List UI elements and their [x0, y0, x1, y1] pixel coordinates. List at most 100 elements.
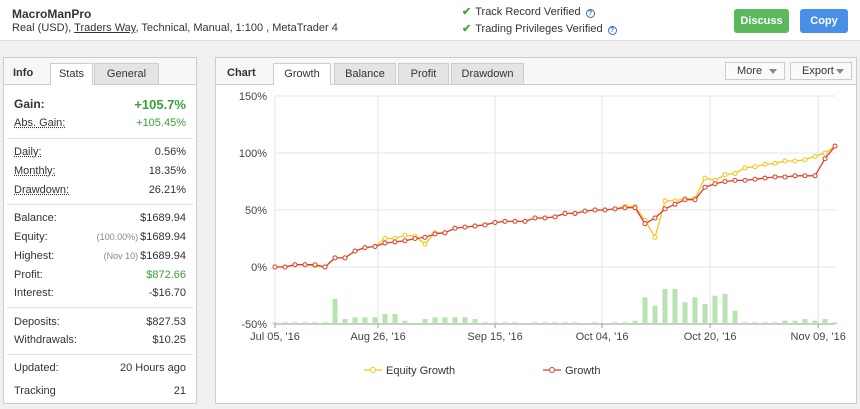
growth-point: [432, 231, 438, 237]
monthly-value: 18.35%: [148, 165, 186, 177]
daily-value: 0.56%: [154, 146, 186, 158]
growth-point: [502, 218, 508, 224]
divider: [7, 307, 193, 308]
growth-point: [362, 245, 368, 251]
highest-date: (Nov 10): [103, 251, 139, 261]
growth-point: [622, 205, 628, 211]
more-dropdown[interactable]: More: [725, 62, 785, 80]
volume-bar: [692, 297, 698, 324]
volume-bar: [482, 322, 488, 324]
growth-point: [572, 210, 578, 216]
equity-growth-point: [402, 232, 408, 238]
tab-growth[interactable]: Growth: [273, 63, 331, 85]
legend-marker: [370, 367, 376, 373]
help-icon[interactable]: ?: [585, 9, 595, 18]
equity-growth-point: [822, 150, 828, 156]
volume-bar: [282, 322, 288, 324]
growth-point: [762, 175, 768, 181]
tab-balance[interactable]: Balance: [334, 63, 396, 84]
tab-profit[interactable]: Profit: [398, 63, 449, 84]
volume-bar: [472, 319, 478, 324]
volume-bar: [332, 299, 338, 324]
volume-bar: [812, 320, 818, 324]
chart-panel: Chart Growth Balance Profit Drawdown Mor…: [215, 57, 857, 404]
growth-point: [782, 174, 788, 180]
volume-bar: [372, 317, 378, 324]
volume-bar: [462, 317, 468, 324]
y-tick-label: 150%: [239, 91, 267, 103]
volume-bar: [802, 319, 808, 324]
divider: [7, 354, 193, 355]
growth-point: [792, 173, 798, 179]
growth-point: [512, 218, 518, 224]
tracking-value: 21: [173, 385, 186, 397]
x-tick-label: Oct 20, '16: [684, 331, 737, 343]
help-icon[interactable]: ?: [607, 26, 617, 35]
growth-point: [662, 206, 668, 212]
info-tabs: Info Stats General: [4, 58, 196, 85]
copy-button[interactable]: Copy: [800, 9, 848, 33]
growth-point: [612, 206, 618, 212]
volume-bar: [592, 322, 598, 324]
growth-point: [342, 255, 348, 261]
growth-point: [532, 215, 538, 221]
system-name: MacroManPro: [12, 7, 92, 21]
volume-bar: [532, 322, 538, 324]
chart-title: Chart: [227, 67, 256, 79]
volume-bar: [342, 319, 348, 324]
volume-bar: [512, 322, 518, 324]
growth-line: [275, 145, 836, 268]
drawdown-value: 26.21%: [148, 184, 186, 196]
gain-label: Gain:: [14, 97, 45, 111]
interest-label: Interest:: [14, 287, 54, 299]
tab-stats[interactable]: Stats: [50, 63, 93, 85]
volume-bar: [492, 322, 498, 324]
equity-label: Equity:: [14, 231, 48, 243]
equity-growth-point: [702, 175, 708, 181]
volume-bar: [292, 322, 298, 324]
volume-bar: [792, 320, 798, 324]
x-tick-label: Jul 05, '16: [250, 331, 300, 343]
volume-bar: [752, 322, 758, 324]
broker-link[interactable]: Traders Way: [74, 22, 136, 34]
growth-point: [692, 197, 698, 203]
track-record-label: Track Record Verified: [475, 6, 581, 18]
equity-growth-point: [732, 171, 738, 177]
account-details: , Technical, Manual, 1:100 , MetaTrader …: [135, 22, 338, 34]
growth-point: [352, 248, 358, 254]
trading-privileges-label: Trading Privileges Verified: [475, 23, 603, 35]
volume-bar: [682, 302, 688, 324]
growth-point: [712, 181, 718, 187]
updated-label: Updated:: [14, 362, 59, 374]
volume-bar: [542, 322, 548, 324]
equity-growth-point: [652, 234, 658, 240]
growth-point: [742, 177, 748, 183]
growth-point: [642, 221, 648, 227]
checkmark-icon: ✔: [462, 6, 472, 18]
volume-bar: [422, 319, 428, 324]
withdrawals-value: $10.25: [152, 334, 186, 346]
growth-point: [382, 240, 388, 246]
volume-bar: [402, 320, 408, 324]
chevron-down-icon: [769, 69, 777, 74]
tab-general[interactable]: General: [94, 63, 159, 84]
discuss-button[interactable]: Discuss: [734, 9, 789, 33]
volume-bar: [612, 322, 618, 324]
growth-point: [772, 174, 778, 180]
profit-value: $872.66: [146, 269, 186, 281]
volume-bar: [822, 319, 828, 324]
volume-bar: [652, 305, 658, 324]
gain-value: +105.7%: [134, 97, 186, 112]
growth-point: [702, 184, 708, 190]
equity-growth-point: [812, 153, 818, 159]
growth-point: [492, 220, 498, 226]
drawdown-label: Drawdown:: [14, 184, 70, 196]
growth-point: [442, 230, 448, 236]
tab-drawdown[interactable]: Drawdown: [451, 63, 524, 84]
volume-bar: [632, 320, 638, 324]
growth-point: [402, 238, 408, 244]
export-dropdown[interactable]: Export: [790, 62, 852, 80]
x-tick-label: Oct 04, '16: [576, 331, 629, 343]
profit-label: Profit:: [14, 269, 43, 281]
more-label: More: [737, 65, 763, 77]
